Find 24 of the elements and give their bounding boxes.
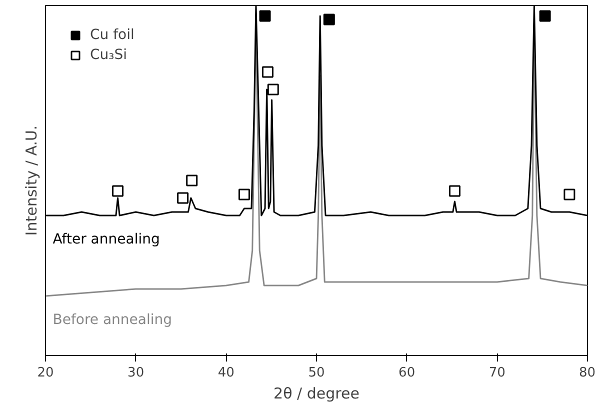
point — [177, 192, 189, 204]
point — [323, 14, 335, 26]
point — [259, 10, 271, 22]
point — [267, 84, 279, 96]
legend-label: Cu₃Si — [90, 47, 128, 63]
point — [262, 66, 274, 78]
legend-label: Cu foil — [90, 27, 134, 43]
point — [112, 185, 124, 197]
x-axis-title: 2θ / degree — [274, 384, 360, 402]
x-tick-label: 70 — [488, 366, 506, 380]
x-tick-label: 80 — [578, 366, 595, 380]
x-tick-label: 40 — [218, 366, 234, 380]
point — [564, 188, 576, 200]
series-label: Before annealing — [52, 312, 172, 328]
point — [448, 185, 460, 197]
x-tick-label: 60 — [398, 366, 416, 380]
x-tick-label: 30 — [128, 366, 144, 380]
x-tick-label: 20 — [37, 366, 54, 380]
y-axis-title: Intensity / A.U. — [22, 125, 40, 236]
series-label: After annealing — [52, 231, 160, 248]
point — [186, 174, 198, 186]
point — [539, 10, 551, 22]
point — [238, 188, 250, 200]
x-tick-label: 50 — [308, 366, 325, 380]
